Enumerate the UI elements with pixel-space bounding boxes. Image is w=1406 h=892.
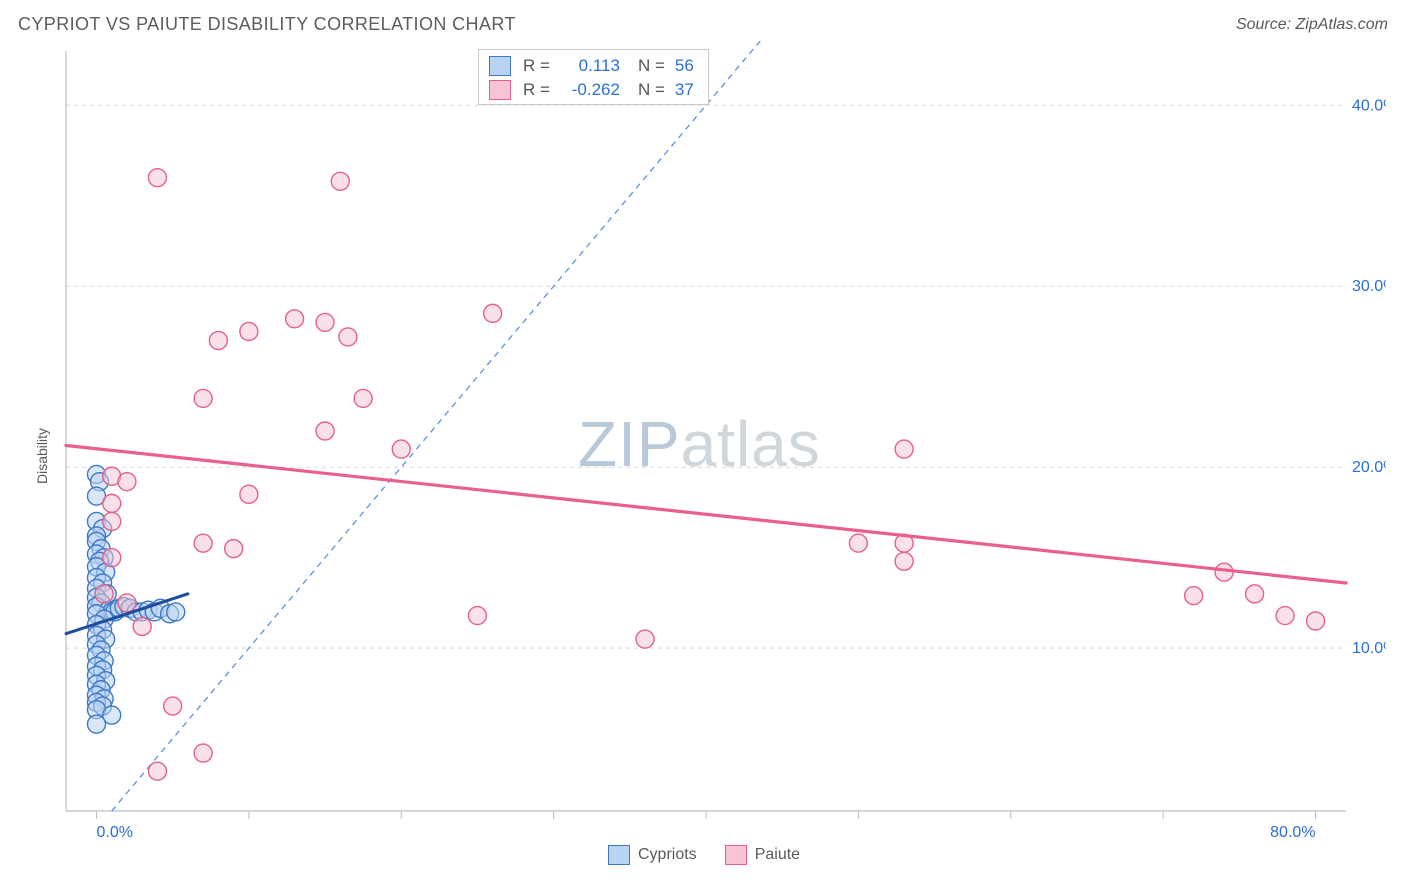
marker-cypriots: [87, 715, 105, 733]
legend-r-value-paiute: -0.262: [560, 78, 620, 102]
legend-n-label: N =: [638, 54, 665, 78]
marker-paiute: [225, 540, 243, 558]
legend-series-item-paiute: Paiute: [725, 845, 800, 865]
svg-text:10.0%: 10.0%: [1352, 640, 1386, 657]
marker-paiute: [95, 585, 113, 603]
svg-text:80.0%: 80.0%: [1270, 824, 1315, 841]
chart-title: CYPRIOT VS PAIUTE DISABILITY CORRELATION…: [18, 14, 516, 35]
marker-paiute: [118, 473, 136, 491]
legend-series-swatch-cypriots: [608, 845, 630, 865]
marker-paiute: [354, 389, 372, 407]
marker-paiute: [331, 172, 349, 190]
legend-series-label-paiute: Paiute: [755, 846, 800, 864]
marker-paiute: [240, 322, 258, 340]
marker-paiute: [316, 422, 334, 440]
legend-series-swatch-paiute: [725, 845, 747, 865]
chart-container: CYPRIOT VS PAIUTE DISABILITY CORRELATION…: [0, 0, 1406, 892]
legend-correlation: R = 0.113 N = 56 R = -0.262 N = 37: [478, 49, 709, 105]
marker-paiute: [895, 552, 913, 570]
marker-paiute: [148, 169, 166, 187]
legend-swatch-paiute: [489, 80, 511, 100]
legend-corr-row-cypriots: R = 0.113 N = 56: [489, 54, 694, 78]
svg-text:20.0%: 20.0%: [1352, 459, 1386, 476]
marker-paiute: [209, 332, 227, 350]
legend-series-item-cypriots: Cypriots: [608, 845, 697, 865]
marker-paiute: [1276, 607, 1294, 625]
marker-paiute: [392, 440, 410, 458]
legend-corr-row-paiute: R = -0.262 N = 37: [489, 78, 694, 102]
marker-paiute: [849, 534, 867, 552]
marker-paiute: [194, 389, 212, 407]
svg-text:30.0%: 30.0%: [1352, 278, 1386, 295]
marker-paiute: [1185, 587, 1203, 605]
marker-paiute: [636, 630, 654, 648]
scatter-plot: 10.0% 20.0% 30.0% 40.0% 0.0% 80.0%: [46, 41, 1386, 841]
marker-paiute: [1307, 612, 1325, 630]
legend-series: Cypriots Paiute: [608, 845, 800, 865]
legend-r-value-cypriots: 0.113: [560, 54, 620, 78]
trendline-paiute: [66, 445, 1346, 583]
marker-paiute: [118, 594, 136, 612]
marker-paiute: [194, 744, 212, 762]
marker-paiute: [148, 762, 166, 780]
marker-paiute: [240, 485, 258, 503]
marker-paiute: [103, 494, 121, 512]
legend-swatch-cypriots: [489, 56, 511, 76]
marker-paiute: [484, 304, 502, 322]
source-label: Source: ZipAtlas.com: [1236, 16, 1388, 34]
marker-paiute: [164, 697, 182, 715]
marker-paiute: [194, 534, 212, 552]
marker-paiute: [316, 313, 334, 331]
marker-paiute: [133, 617, 151, 635]
svg-text:40.0%: 40.0%: [1352, 97, 1386, 114]
marker-paiute: [103, 549, 121, 567]
legend-series-label-cypriots: Cypriots: [638, 846, 697, 864]
marker-paiute: [1246, 585, 1264, 603]
legend-r-label: R =: [523, 78, 550, 102]
plot-wrap: Disability 10.0%20.0%30.0%40.0%0.0%80.0%…: [18, 41, 1388, 871]
legend-n-value-cypriots: 56: [675, 54, 694, 78]
marker-paiute: [468, 607, 486, 625]
svg-text:0.0%: 0.0%: [96, 824, 132, 841]
marker-paiute: [103, 512, 121, 530]
legend-r-label: R =: [523, 54, 550, 78]
marker-paiute: [339, 328, 357, 346]
legend-n-label: N =: [638, 78, 665, 102]
marker-paiute: [895, 440, 913, 458]
header-row: CYPRIOT VS PAIUTE DISABILITY CORRELATION…: [18, 14, 1388, 35]
legend-n-value-paiute: 37: [675, 78, 694, 102]
marker-cypriots: [167, 603, 185, 621]
marker-paiute: [286, 310, 304, 328]
